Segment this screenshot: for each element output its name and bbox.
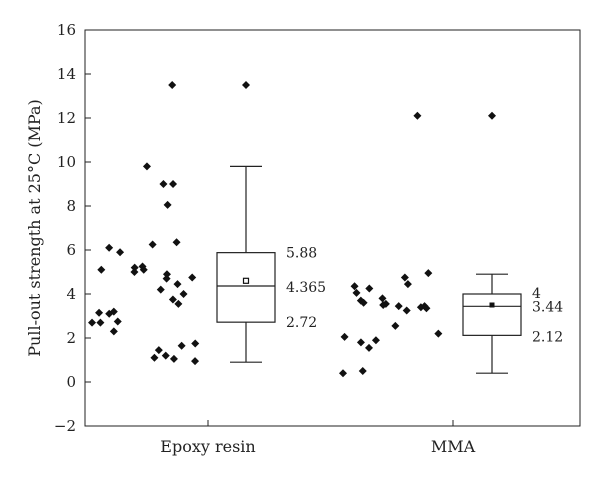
data-point	[402, 306, 411, 315]
y-tick-label: 10	[57, 153, 76, 171]
y-tick-label: 14	[57, 65, 76, 83]
data-point	[179, 290, 188, 298]
mean-marker	[489, 302, 495, 308]
data-point	[97, 265, 106, 274]
data-point	[364, 343, 373, 352]
data-point	[378, 294, 387, 303]
data-point	[105, 309, 114, 318]
data-point	[379, 301, 388, 309]
data-point	[116, 248, 125, 257]
y-tick-label: 12	[57, 109, 76, 127]
data-point	[154, 346, 163, 355]
data-point	[371, 336, 380, 345]
data-point	[156, 285, 165, 294]
data-point	[350, 282, 359, 291]
data-point	[403, 280, 412, 289]
box-iqr	[216, 252, 276, 323]
data-point	[424, 269, 433, 278]
data-point	[148, 240, 157, 249]
data-point	[340, 332, 349, 341]
stat-label-q1: 2.12	[532, 329, 563, 345]
data-point	[191, 357, 200, 366]
data-point	[142, 162, 151, 171]
data-point	[422, 304, 431, 313]
data-point	[172, 238, 181, 247]
data-point	[173, 280, 182, 289]
data-point	[161, 351, 170, 360]
data-point	[95, 308, 104, 317]
stat-label-q3: 4	[532, 286, 541, 302]
data-point	[365, 284, 374, 293]
data-point	[394, 302, 403, 311]
data-point	[113, 317, 122, 326]
mean-marker	[242, 277, 250, 284]
data-point	[169, 180, 178, 188]
y-tick-label: 2	[66, 329, 76, 347]
y-tick-label: −2	[54, 417, 76, 435]
data-point	[168, 81, 177, 89]
data-point	[162, 274, 171, 283]
data-point	[162, 270, 171, 279]
y-axis-title: Pull-out strength at 25°C (MPa)	[25, 99, 44, 356]
data-point	[359, 298, 368, 307]
stat-label-q1: 2.72	[286, 315, 317, 331]
data-point	[88, 318, 97, 327]
data-point	[413, 111, 422, 120]
data-point	[356, 338, 365, 347]
data-point	[168, 295, 177, 304]
data-point	[174, 299, 183, 308]
data-point	[139, 265, 148, 274]
group-epoxy-resin: Epoxy resin 5.88 4.365 2.72	[88, 81, 326, 456]
outlier-point	[488, 111, 496, 120]
data-point	[400, 273, 409, 282]
outlier-point	[242, 81, 250, 89]
category-label: MMA	[431, 437, 476, 456]
data-point	[352, 288, 361, 297]
y-axis: −2 0 2 4 6 8 10 12 14 16	[54, 21, 91, 435]
stat-label-median: 3.44	[532, 299, 563, 315]
plot-frame	[84, 29, 581, 427]
data-point	[416, 303, 425, 312]
data-point	[339, 369, 348, 378]
data-point	[434, 329, 443, 338]
stat-label-q3: 5.88	[286, 246, 317, 262]
stat-label-median: 4.365	[286, 280, 326, 296]
data-point	[150, 353, 159, 362]
group-mma: MMA 43.44 2.12	[339, 111, 563, 456]
data-point	[96, 318, 105, 327]
data-point	[159, 180, 168, 188]
data-point	[188, 273, 197, 282]
data-point	[130, 268, 139, 276]
data-point	[130, 263, 139, 272]
y-tick-label: 6	[66, 241, 76, 259]
data-point	[191, 339, 200, 348]
data-point	[109, 327, 118, 336]
box-iqr	[462, 293, 522, 336]
data-point	[169, 354, 178, 363]
y-tick-label: 4	[66, 285, 76, 303]
chart-marks: Epoxy resin 5.88 4.365 2.72 MMA 43.44 2.12	[88, 81, 563, 456]
category-label: Epoxy resin	[160, 437, 255, 456]
y-tick-label: 8	[66, 197, 76, 215]
data-point	[391, 321, 400, 330]
data-point	[358, 367, 367, 375]
y-tick-label: 16	[57, 21, 76, 39]
y-tick-label: 0	[66, 373, 76, 391]
data-point	[105, 243, 114, 252]
data-point	[177, 341, 186, 350]
data-point	[163, 200, 172, 209]
